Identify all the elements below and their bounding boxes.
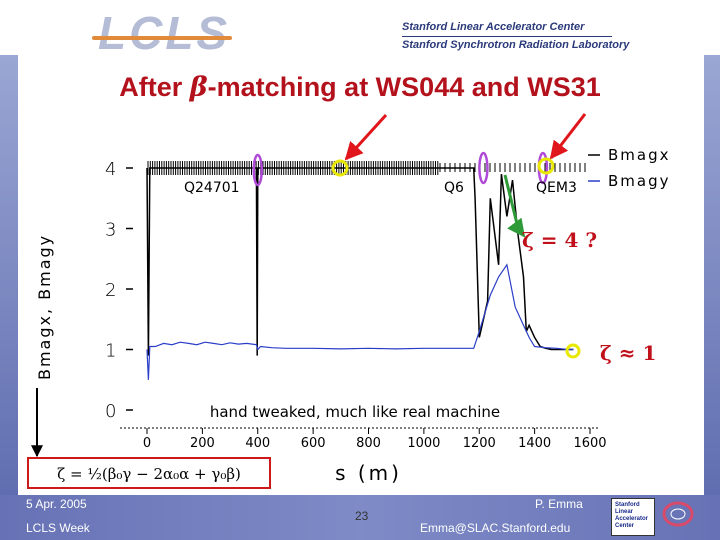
footer-email: Emma@SLAC.Stanford.edu (420, 521, 571, 535)
zeta-point-marker (565, 343, 581, 359)
red-arrow-ws044 (344, 113, 388, 161)
x-axis-label: s (m) (335, 461, 402, 485)
slac-logo-line-1: Stanford (615, 502, 640, 508)
title-prefix: After (119, 72, 190, 102)
series-line-bmagy (146, 263, 574, 380)
title-suffix: -matching at WS044 and WS31 (207, 72, 601, 102)
zeta-formula: ζ = ½(β₀γ − 2α₀α + γ₀β) (57, 465, 241, 483)
label-qem3: QEM3 (536, 180, 577, 196)
footer-author: P. Emma (535, 497, 583, 511)
right-decor-band (704, 55, 720, 540)
content-area (18, 55, 704, 495)
red-arrow-ws31 (549, 113, 587, 160)
formula-box (27, 457, 271, 489)
ssrl-ring-icon (662, 501, 694, 527)
x-tick-label: 400 (245, 436, 270, 451)
y-tick-label: 3 (105, 220, 116, 241)
slac-logo-line-2: Linear (615, 509, 634, 515)
y-tick-label: 1 (105, 341, 116, 362)
quad-magenta-marker (478, 151, 489, 185)
y-tick-label: 0 (105, 401, 116, 422)
left-decor-band (0, 55, 18, 540)
footer-bar (0, 495, 720, 540)
quad-magenta-marker (252, 153, 263, 187)
series-line-bmagx (146, 167, 574, 356)
lcls-logo: LCLS (92, 6, 232, 60)
label-zeta-4: ζ = 4 ? (522, 228, 597, 252)
title-beta-symbol: β (189, 72, 208, 103)
x-tick-label: 1600 (573, 436, 606, 451)
label-hand-tweaked: hand tweaked, much like real machine (210, 403, 500, 421)
x-tick-label: 1200 (463, 436, 496, 451)
legend-label: Bmagx (608, 146, 671, 164)
label-q24701: Q24701 (184, 180, 240, 196)
org-line-1: Stanford Linear Accelerator Center (402, 21, 585, 33)
page-number: 23 (355, 509, 369, 523)
x-tick-label: 200 (190, 436, 215, 451)
x-tick-label: 1400 (518, 436, 551, 451)
lcls-logo-text: LCLS (98, 7, 231, 59)
label-zeta-1: ζ ≈ 1 (600, 341, 656, 365)
footer-event: LCLS Week (26, 521, 90, 535)
x-tick-label: 600 (301, 436, 326, 451)
wire-scanner-ws31-marker (537, 157, 555, 175)
footer-date: 5 Apr. 2005 (26, 497, 87, 511)
slac-logo: Stanford Linear Accelerator Center (611, 498, 655, 536)
x-tick-label: 0 (143, 436, 151, 451)
label-q6: Q6 (444, 180, 464, 196)
legend-label: Bmagy (608, 172, 671, 190)
x-tick-label: 800 (356, 436, 381, 451)
green-arrow-head (507, 217, 526, 238)
y-axis-label: Bmagx, Bmagy (35, 234, 54, 380)
slide-title: After β-matching at WS044 and WS31 (0, 72, 720, 103)
slac-logo-line-3: Accelerator (615, 516, 649, 522)
y-tick-label: 4 (105, 159, 116, 180)
x-tick-label: 1000 (407, 436, 440, 451)
org-line-2: Stanford Synchrotron Radiation Laborator… (402, 39, 630, 51)
slac-logo-line-4: Center (615, 523, 635, 529)
bmagx-element-markers (147, 161, 586, 175)
logo-swoosh (92, 36, 232, 40)
wire-scanner-ws044-marker (331, 159, 349, 177)
org-divider (402, 36, 612, 37)
y-tick-label: 2 (105, 280, 116, 301)
